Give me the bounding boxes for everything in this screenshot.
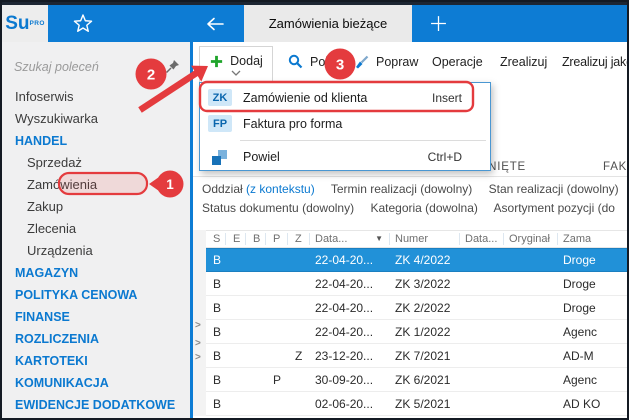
search-placeholder: Szukaj poleceń (14, 60, 99, 74)
sidebar: Szukaj poleceń Infoserwis Wyszukiwarka H… (2, 42, 190, 418)
sidebar-item-sprzedaz[interactable]: Sprzedaż (27, 155, 82, 170)
table-row[interactable]: B P 30-09-20... ZK 6/2021 Agenc (206, 368, 627, 392)
col-header-z[interactable]: Z (288, 233, 310, 245)
menu-item-faktura-pro-forma[interactable]: FP Faktura pro forma (200, 111, 490, 136)
col-header-oryginal[interactable]: Oryginał (504, 233, 558, 245)
col-header-p[interactable]: P (266, 233, 288, 245)
edit-button-label: Popraw (376, 55, 419, 69)
sidebar-item-zamowienia[interactable]: Zamówienia (27, 177, 98, 192)
back-button[interactable] (198, 5, 232, 42)
expand-chevron-icon[interactable]: > (195, 338, 201, 349)
show-button-label: Pokaż (310, 55, 345, 69)
add-button-label: Dodaj (230, 54, 263, 68)
brush-icon (356, 55, 369, 69)
pin-icon[interactable] (165, 59, 180, 79)
plus-icon (430, 16, 446, 31)
back-arrow-icon (207, 17, 224, 30)
add-button[interactable]: Dodaj (199, 46, 273, 82)
table-row[interactable]: B 22-04-20... ZK 1/2022 Agenc (206, 320, 627, 344)
expand-chevron-icon[interactable]: > (195, 320, 201, 331)
col-header-data2[interactable]: Data... (460, 233, 504, 245)
title-bar: Su PRO Zamówienia bieżące (2, 5, 627, 42)
col-header-numer[interactable]: Numer (390, 233, 460, 245)
sidebar-item-urzadzenia[interactable]: Urządzenia (27, 243, 93, 258)
command-search-input[interactable]: Szukaj poleceń (2, 52, 190, 82)
new-tab-button[interactable] (423, 5, 453, 42)
table-row[interactable]: B 22-04-20... ZK 3/2022 Droge (206, 272, 627, 296)
filter-kategoria[interactable]: Kategoria (dowolna) (370, 201, 478, 215)
sidebar-item-polityka-cenowa[interactable]: POLITYKA CENOWA (15, 288, 138, 302)
tab-zamowienia-biezace[interactable]: Zamówienia bieżące (244, 5, 412, 42)
operations-button[interactable]: Operacje (432, 42, 483, 82)
window-top-edge (2, 2, 627, 5)
table-row[interactable]: B 02-06-20... ZK 5/2021 AD KO (206, 392, 627, 416)
table-row-selected[interactable]: B 22-04-20... ZK 4/2022 Droge (206, 248, 627, 272)
sidebar-item-zlecenia[interactable]: Zlecenia (27, 221, 77, 236)
toolbar: Dodaj Pokaż Popraw (193, 42, 629, 82)
app-logo[interactable]: Su PRO (2, 5, 48, 42)
sidebar-item-zakup[interactable]: Zakup (27, 199, 64, 214)
chevron-down-icon (231, 70, 241, 76)
realize-as-button-label: Zrealizuj jako (562, 55, 629, 69)
menu-item-zamowienie-od-klienta[interactable]: ZK Zamówienie od klienta Insert (200, 84, 490, 111)
filter-termin-realizacji[interactable]: Termin realizacji (dowolny) (330, 182, 473, 196)
table-row[interactable]: B Z 23-12-20... ZK 7/2021 AD-M (206, 344, 627, 368)
col-header-s[interactable]: S (206, 233, 226, 245)
show-button[interactable]: Pokaż (288, 42, 345, 82)
filter-status-dokumentu[interactable]: Status dokumentu (dowolny) (202, 201, 355, 215)
filter-bar: Oddział (z kontekstu) Termin realizacji … (202, 180, 627, 218)
menu-separator (240, 140, 486, 141)
col-header-zamawiajacy[interactable]: Zama (563, 233, 592, 245)
add-dropdown-menu: ZK Zamówienie od klienta Insert FP Faktu… (199, 82, 491, 171)
view-tab-fragment[interactable]: FAK (603, 161, 628, 173)
favorites-star-button[interactable] (48, 5, 118, 42)
sidebar-item-magazyn[interactable]: MAGAZYN (15, 266, 79, 280)
filter-stan-realizacji[interactable]: Stan realizacji (dowolny) (488, 182, 619, 196)
col-header-b[interactable]: B (246, 233, 266, 245)
sidebar-item-handel[interactable]: HANDEL (15, 134, 68, 148)
realize-as-button[interactable]: Zrealizuj jako (562, 42, 629, 82)
table-header: S E B P Z Data... ▼ Numer Data... Orygina… (206, 230, 627, 248)
sort-desc-icon: ▼ (375, 234, 383, 243)
sidebar-item-komunikacja[interactable]: KOMUNIKACJA (15, 376, 109, 390)
sidebar-item-finanse[interactable]: FINANSE (15, 310, 70, 324)
add-plus-icon (211, 55, 223, 67)
col-header-e[interactable]: E (226, 233, 246, 245)
col-header-data[interactable]: Data... ▼ (310, 233, 390, 245)
orders-table: S E B P Z Data... ▼ Numer Data... Orygina… (206, 230, 627, 416)
sidebar-divider (190, 42, 193, 418)
app-logo-text: Su (5, 13, 30, 34)
realize-button[interactable]: Zrealizuj (500, 42, 547, 82)
sidebar-item-kartoteki[interactable]: KARTOTEKI (15, 354, 88, 368)
filter-oddzial[interactable]: Oddział (z kontekstu) (202, 182, 315, 196)
table-row[interactable]: B 22-04-20... ZK 2/2022 Droge (206, 296, 627, 320)
edit-button[interactable]: Popraw (354, 42, 418, 82)
app-logo-badge: PRO (29, 20, 45, 27)
realize-button-label: Zrealizuj (500, 55, 548, 69)
copy-icon (212, 149, 227, 165)
zk-badge: ZK (208, 89, 232, 106)
sidebar-item-infoserwis[interactable]: Infoserwis (15, 89, 74, 104)
operations-button-label: Operacje (432, 55, 483, 69)
tab-title: Zamówienia bieżące (268, 16, 388, 31)
search-icon (288, 54, 303, 69)
row-expander-gutter: > > > (193, 230, 206, 416)
fp-badge: FP (208, 115, 232, 132)
sidebar-item-ewidencje-dodatkowe[interactable]: EWIDENCJE DODATKOWE (15, 398, 176, 412)
star-icon (73, 13, 93, 32)
sidebar-menu: Infoserwis Wyszukiwarka HANDEL Sprzedaż … (2, 86, 190, 416)
filter-asortyment-pozycji[interactable]: Asortyment pozycji (do (493, 201, 615, 215)
menu-item-powiel[interactable]: Powiel Ctrl+D (200, 145, 490, 169)
expand-chevron-icon[interactable]: > (195, 352, 201, 363)
sidebar-item-rozliczenia[interactable]: ROZLICZENIA (15, 332, 100, 346)
sidebar-item-wyszukiwarka[interactable]: Wyszukiwarka (15, 111, 98, 126)
